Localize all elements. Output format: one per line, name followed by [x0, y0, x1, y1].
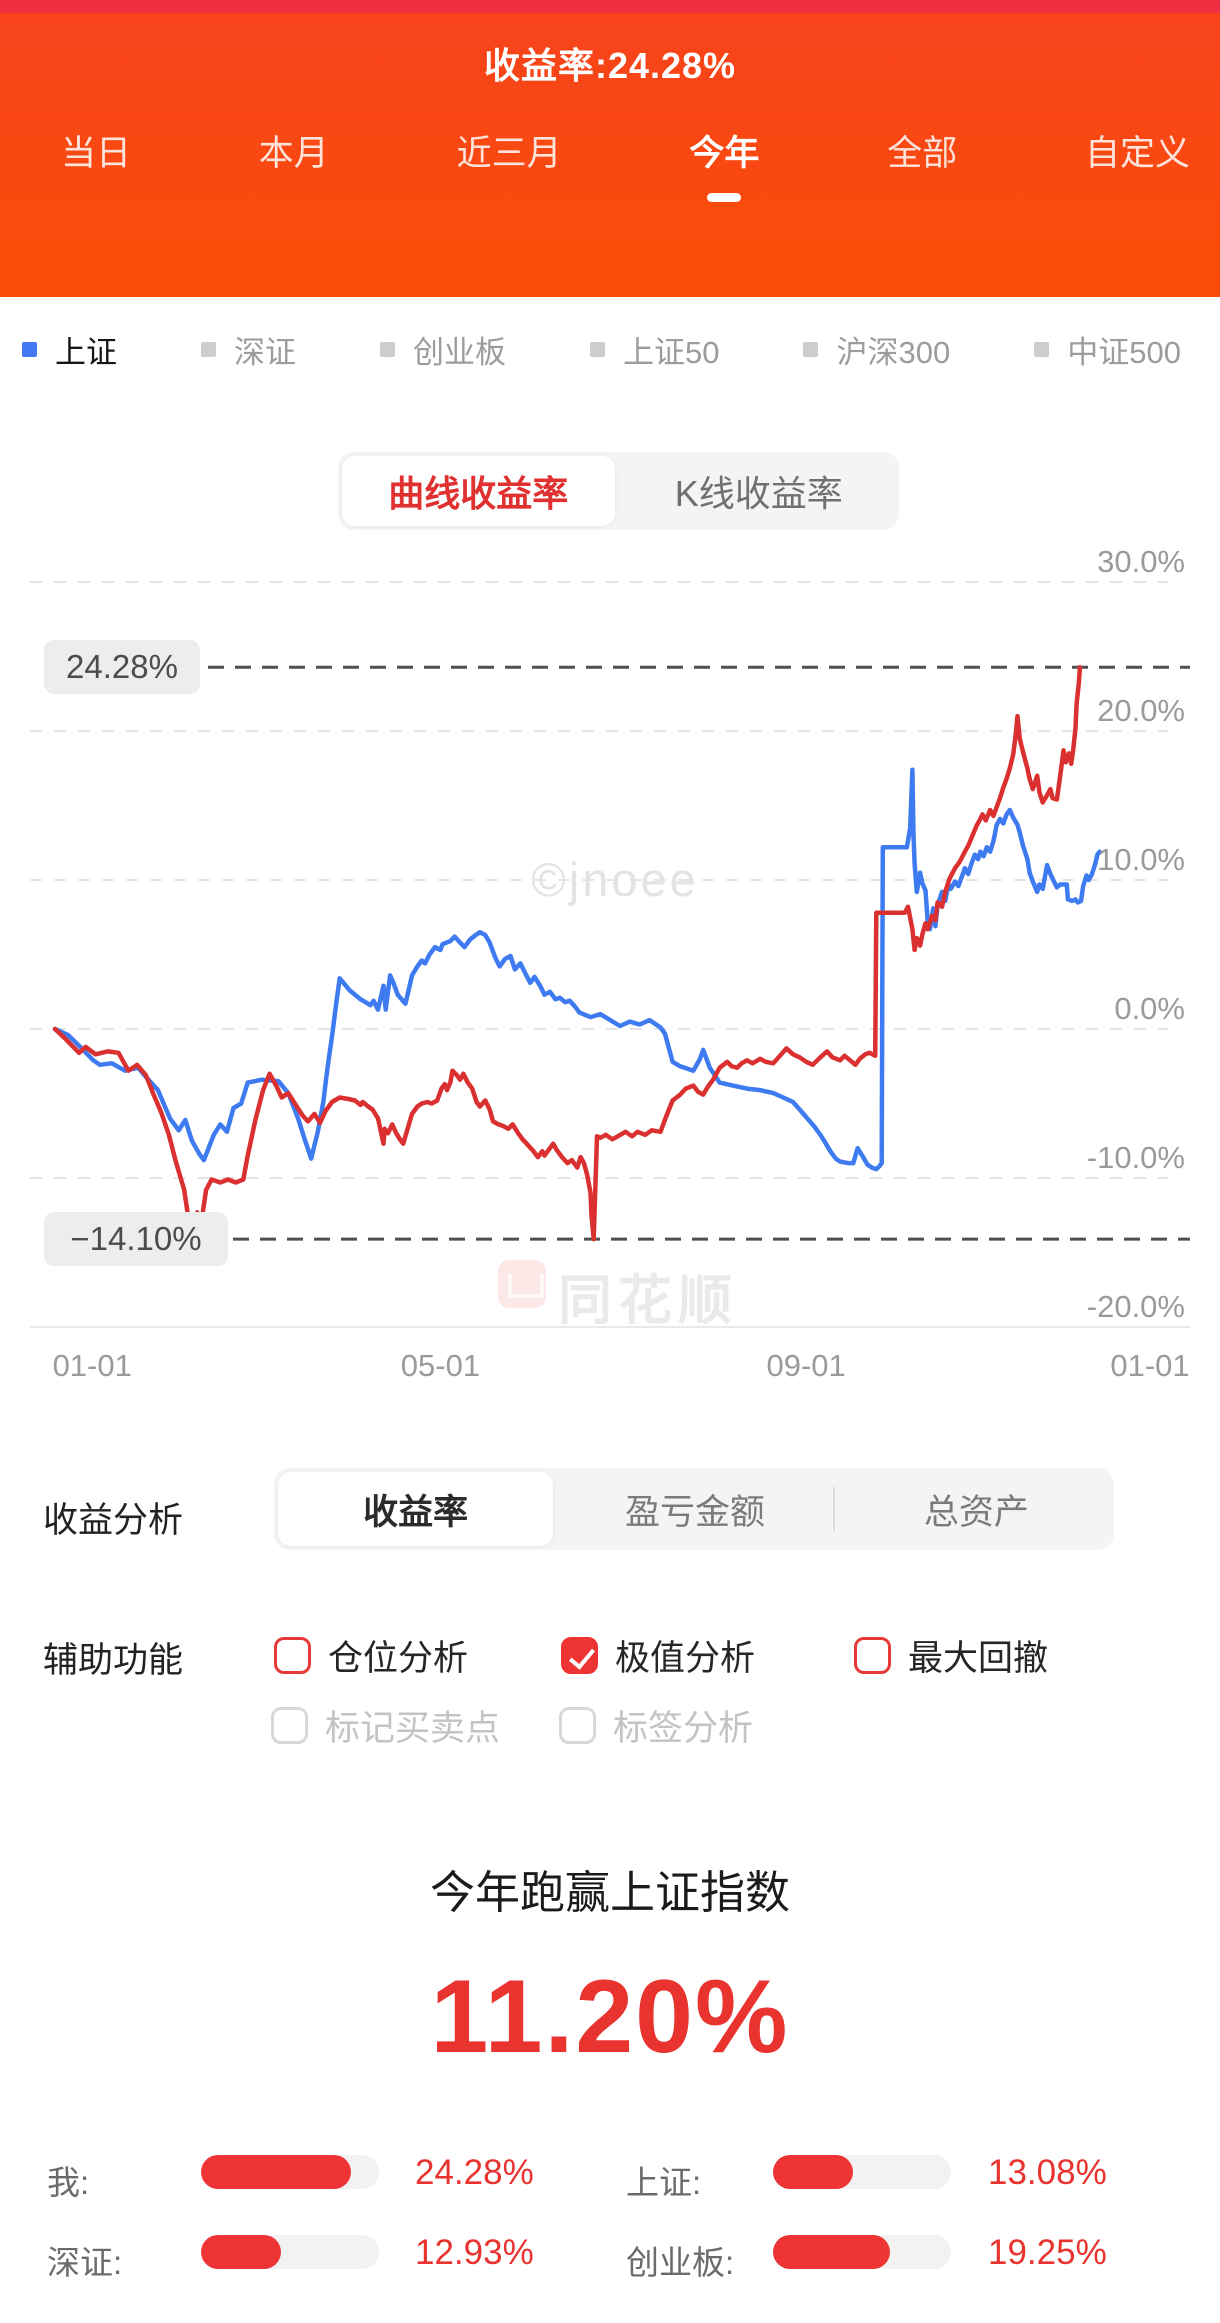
legend-marker-icon — [803, 341, 819, 357]
period-tab-label: 近三月 — [456, 134, 562, 173]
series-line-上证 — [52, 767, 1102, 1172]
aux-section-label: 辅助功能 — [43, 1641, 184, 1680]
annotation-pill-−14.10%: −14.10% — [44, 1212, 228, 1267]
legend-label: 上证50 — [623, 334, 720, 370]
period-tab-label: 本月 — [258, 134, 329, 173]
stat-label-创业板: 创业板: — [626, 2244, 735, 2281]
header: 收益率:24.28% 当日 本月 近三月 今年 全部 自定义 — [0, 13, 1220, 297]
x-axis-label-3: 01-01 — [1110, 1348, 1190, 1383]
analysis-tabs: 收益率 盈亏金额 总资产 — [274, 1468, 1114, 1550]
ths-logo-icon — [498, 1260, 546, 1308]
return-chart[interactable] — [0, 550, 1220, 1350]
stat-label-深证: 深证: — [47, 2244, 123, 2281]
aux-option-极值分析[interactable]: 极值分析 — [561, 1630, 755, 1681]
stat-value: 12.93% — [415, 2233, 534, 2272]
checkbox-icon[interactable] — [854, 1637, 891, 1674]
aux-option-label: 仓位分析 — [328, 1639, 469, 1678]
legend-label: 创业板 — [413, 334, 506, 370]
stat-bar-track — [773, 2155, 951, 2189]
legend-item-沪深300[interactable]: 沪深300 — [803, 327, 950, 372]
legend-marker-icon — [380, 341, 395, 357]
analysis-section-label: 收益分析 — [43, 1501, 184, 1540]
period-tabs: 当日 本月 近三月 今年 全部 自定义 — [0, 125, 1220, 202]
legend-item-上证50[interactable]: 上证50 — [590, 327, 719, 372]
aux-option-仓位分析[interactable]: 仓位分析 — [274, 1630, 468, 1681]
y-axis-label--20.0%: -20.0% — [1086, 1289, 1185, 1324]
period-tab-近三月[interactable]: 近三月 — [457, 125, 562, 202]
series-line-我 — [52, 664, 1083, 1242]
period-tab-自定义[interactable]: 自定义 — [1085, 125, 1190, 202]
checkbox-icon — [271, 1707, 308, 1744]
aux-option-标记买卖点: 标记买卖点 — [271, 1700, 500, 1751]
x-axis-label-0: 01-01 — [52, 1348, 132, 1383]
status-bar — [0, 0, 1220, 13]
legend-item-上证[interactable]: 上证 — [22, 327, 117, 372]
stat-label-我: 我: — [47, 2164, 90, 2201]
chart-canvas[interactable] — [0, 550, 1220, 1350]
stat-bar-fill — [773, 2155, 854, 2189]
period-tab-label: 今年 — [689, 134, 760, 173]
aux-option-最大回撤[interactable]: 最大回撤 — [854, 1630, 1048, 1681]
x-axis-label-2: 09-01 — [766, 1348, 846, 1383]
stat-bar-track — [201, 2155, 379, 2189]
legend-label: 沪深300 — [836, 334, 951, 370]
period-tab-label: 全部 — [887, 134, 958, 173]
legend-label: 上证 — [55, 334, 117, 370]
y-axis-label-10.0%: 10.0% — [1097, 842, 1185, 877]
page-title: 收益率:24.28% — [483, 45, 737, 86]
legend-marker-icon — [590, 341, 605, 357]
aux-option-label: 标签分析 — [613, 1709, 754, 1748]
stat-bar-fill — [201, 2235, 282, 2269]
aux-option-label: 最大回撤 — [908, 1639, 1049, 1678]
legend-marker-icon — [22, 341, 37, 357]
summary-headline: 今年跑赢上证指数 — [429, 1867, 790, 1918]
analysis-tab-总资产[interactable]: 总资产 — [923, 1492, 1029, 1532]
legend-item-中证500[interactable]: 中证500 — [1034, 327, 1181, 372]
aux-option-标签分析: 标签分析 — [559, 1700, 753, 1751]
period-tab-今年[interactable]: 今年 — [689, 125, 759, 202]
chart-toggle-曲线收益率[interactable]: 曲线收益率 — [342, 456, 615, 526]
legend-label: 中证500 — [1067, 334, 1181, 370]
legend-item-创业板[interactable]: 创业板 — [380, 327, 506, 372]
analysis-tab-盈亏金额[interactable]: 盈亏金额 — [624, 1492, 765, 1532]
x-axis-label-1: 05-01 — [400, 1348, 481, 1383]
period-tab-label: 自定义 — [1084, 134, 1190, 173]
stat-bar-fill — [773, 2235, 891, 2269]
y-axis-label--10.0%: -10.0% — [1086, 1140, 1185, 1175]
legend-marker-icon — [201, 341, 216, 357]
summary-value: 11.20% — [430, 1959, 790, 2075]
stat-bar-fill — [201, 2155, 351, 2189]
period-tab-本月[interactable]: 本月 — [259, 125, 329, 202]
stat-label-上证: 上证: — [626, 2164, 702, 2201]
stat-value: 19.25% — [988, 2233, 1107, 2272]
y-axis-label-0.0%: 0.0% — [1114, 991, 1185, 1026]
period-tab-全部[interactable]: 全部 — [887, 125, 957, 202]
period-tab-label: 当日 — [61, 134, 132, 173]
stat-bar-track — [773, 2235, 951, 2269]
checkbox-icon — [559, 1707, 596, 1744]
chart-type-toggle: 曲线收益率 K线收益率 — [338, 452, 899, 530]
index-legend: 上证 深证 创业板 上证50 沪深300 中证500 — [0, 327, 1220, 371]
analysis-tab-收益率[interactable]: 收益率 — [278, 1472, 554, 1546]
y-axis-label-20.0%: 20.0% — [1097, 693, 1185, 728]
chart-toggle-K线收益率[interactable]: K线收益率 — [674, 473, 843, 514]
stat-value: 13.08% — [988, 2153, 1107, 2192]
annotation-pill-24.28%: 24.28% — [44, 640, 200, 695]
legend-label: 深证 — [234, 334, 296, 370]
checkbox-checked-icon[interactable] — [561, 1637, 598, 1674]
legend-marker-icon — [1034, 341, 1050, 357]
period-tab-当日[interactable]: 当日 — [61, 125, 131, 202]
ths-watermark: 同花顺 — [558, 1271, 738, 1331]
legend-item-深证[interactable]: 深证 — [201, 327, 296, 372]
selected-tab-underline — [707, 193, 742, 202]
analysis-tab-divider — [832, 1487, 835, 1531]
stat-value: 24.28% — [415, 2153, 534, 2192]
center-watermark: ©jnoee — [531, 853, 699, 906]
stat-bar-track — [201, 2235, 379, 2269]
checkbox-icon[interactable] — [274, 1637, 311, 1674]
aux-option-label: 标记买卖点 — [325, 1709, 501, 1748]
y-axis-label-30.0%: 30.0% — [1097, 544, 1185, 579]
aux-option-label: 极值分析 — [615, 1639, 756, 1678]
